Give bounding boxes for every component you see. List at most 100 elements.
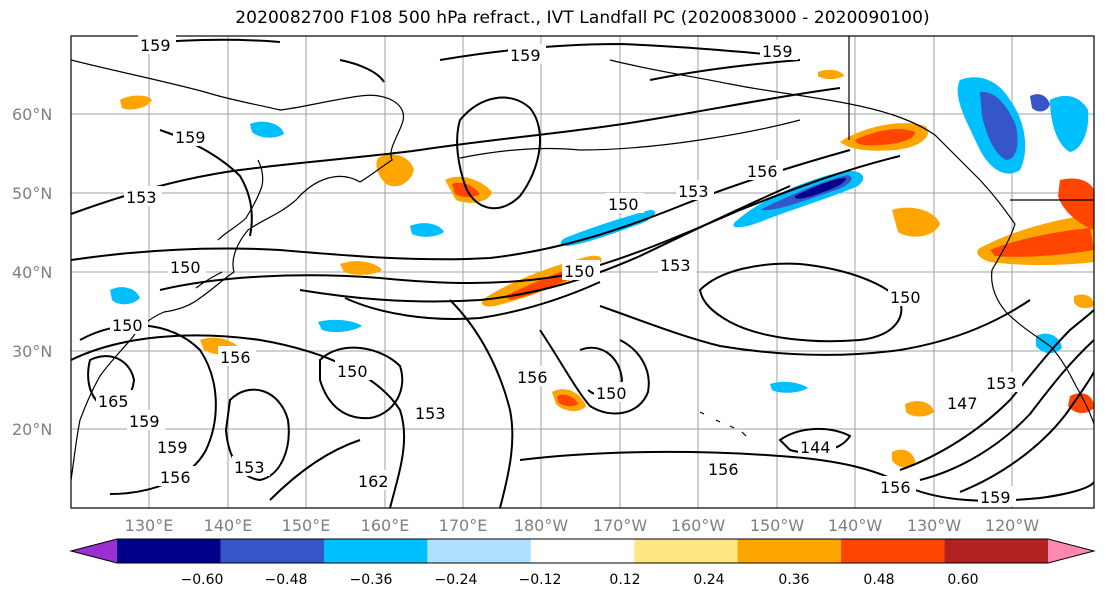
positive-patch [376, 154, 414, 187]
lon-label: 160°W [671, 516, 726, 535]
negative-patch [110, 287, 140, 305]
lon-label: 180°W [514, 516, 569, 535]
contour-label: 159 [175, 128, 206, 147]
contour-label: 156 [708, 460, 739, 479]
negative-patch [980, 91, 1018, 160]
positive-patch [340, 261, 382, 275]
contour-line [456, 96, 541, 210]
lon-label: 140°E [204, 516, 253, 535]
contour-line [649, 59, 801, 81]
contour-line [299, 185, 791, 303]
contour-line [339, 59, 385, 83]
negative-patch [770, 381, 808, 393]
colorbar-extend-low [71, 539, 117, 563]
alaska-coastline [609, 59, 1016, 225]
contour-label: 147 [947, 394, 978, 413]
contour-line [159, 155, 901, 291]
lon-label: 170°W [593, 516, 648, 535]
contour-label: 156 [880, 478, 911, 497]
contour-label: 156 [160, 468, 191, 487]
positive-patch [1058, 178, 1094, 230]
contour-label: 156 [517, 368, 548, 387]
contour-labels: 159 159 159 159 153 150 150 150 153 156 … [96, 34, 1022, 507]
colorbar-tick-labels: −0.60 −0.48 −0.36 −0.24 −0.12 0.12 0.24 … [181, 572, 979, 588]
contour-label: 153 [415, 404, 446, 423]
contour-line [899, 309, 1094, 471]
lon-label: 120°W [985, 516, 1040, 535]
negative-patch [410, 223, 444, 237]
contour-line [959, 371, 1094, 493]
negative-patch [1030, 94, 1050, 112]
negative-patch [1036, 333, 1062, 354]
lat-label: 20°N [12, 420, 52, 439]
colorbar-extend-high [1048, 539, 1094, 563]
colorbar-segment [841, 539, 946, 563]
colorbar-tick: 0.48 [863, 572, 894, 588]
negative-patch [250, 121, 284, 138]
longitude-labels: 130°E 140°E 150°E 160°E 170°E 180°W 170°… [125, 516, 1040, 535]
lat-label: 60°N [12, 105, 52, 124]
lon-label: 160°E [361, 516, 410, 535]
positive-patch [990, 228, 1094, 257]
contour-label: 156 [220, 348, 251, 367]
contour-label: 153 [678, 182, 709, 201]
colorbar-outline [69, 538, 1096, 564]
contour-label: 159 [129, 412, 160, 431]
contour-label: 156 [747, 162, 778, 181]
contour-line [698, 262, 903, 343]
contour-label: 153 [126, 188, 157, 207]
canada-border [848, 36, 1094, 201]
colorbar-tick: −0.60 [181, 572, 224, 588]
colorbar-segment [530, 539, 635, 563]
contour-label: 165 [98, 392, 129, 411]
asia-coastline [71, 59, 405, 481]
positive-patch [560, 210, 656, 246]
north-america-coastline [991, 223, 1094, 425]
positive-patch [892, 449, 916, 468]
contour-label: 159 [762, 42, 793, 61]
lat-label: 30°N [12, 342, 52, 361]
positive-patch [855, 129, 915, 146]
contour-label: 150 [564, 262, 595, 281]
contour-label: 153 [986, 374, 1017, 393]
contour-label: 150 [890, 288, 921, 307]
colorbar: −0.60 −0.48 −0.36 −0.24 −0.12 0.12 0.24 … [69, 538, 1096, 588]
contour-label: 150 [112, 316, 143, 335]
negative-patch [318, 319, 362, 333]
colorbar-tick: 0.24 [693, 572, 724, 588]
positive-patch [818, 69, 844, 79]
contour-label: 144 [800, 438, 831, 457]
colorbar-segment [220, 539, 325, 563]
colorbar-segments [117, 539, 1049, 563]
negative-patch [1050, 95, 1089, 152]
map-title: 2020082700 F108 500 hPa refract., IVT La… [235, 8, 930, 28]
lon-label: 150°W [750, 516, 805, 535]
positive-patch [892, 207, 940, 237]
colorbar-segment [323, 539, 428, 563]
colorbar-tick: −0.48 [265, 572, 308, 588]
contour-line [319, 346, 404, 420]
lon-label: 170°E [439, 516, 488, 535]
lon-label: 130°E [125, 516, 174, 535]
positive-patch [557, 394, 578, 407]
contour-label: 150 [596, 384, 627, 403]
colorbar-tick: −0.12 [519, 572, 562, 588]
contour-label: 159 [510, 46, 541, 65]
positive-patch [1074, 294, 1094, 309]
colorbar-tick: 0.60 [947, 572, 978, 588]
positive-patch [120, 95, 152, 110]
contour-line [539, 329, 650, 415]
lon-label: 150°E [282, 516, 331, 535]
contour-label: 159 [140, 36, 171, 55]
contour-label: 150 [170, 258, 201, 277]
contour-label: 159 [157, 438, 188, 457]
contour-label: 153 [234, 458, 265, 477]
lat-label: 50°N [12, 184, 52, 203]
colorbar-tick: −0.36 [350, 572, 393, 588]
colorbar-tick: 0.12 [609, 572, 640, 588]
colorbar-segment [634, 539, 739, 563]
contour-label: 162 [358, 472, 389, 491]
contour-label: 150 [337, 362, 368, 381]
contour-line [344, 281, 601, 321]
contour-label: 159 [980, 488, 1011, 507]
